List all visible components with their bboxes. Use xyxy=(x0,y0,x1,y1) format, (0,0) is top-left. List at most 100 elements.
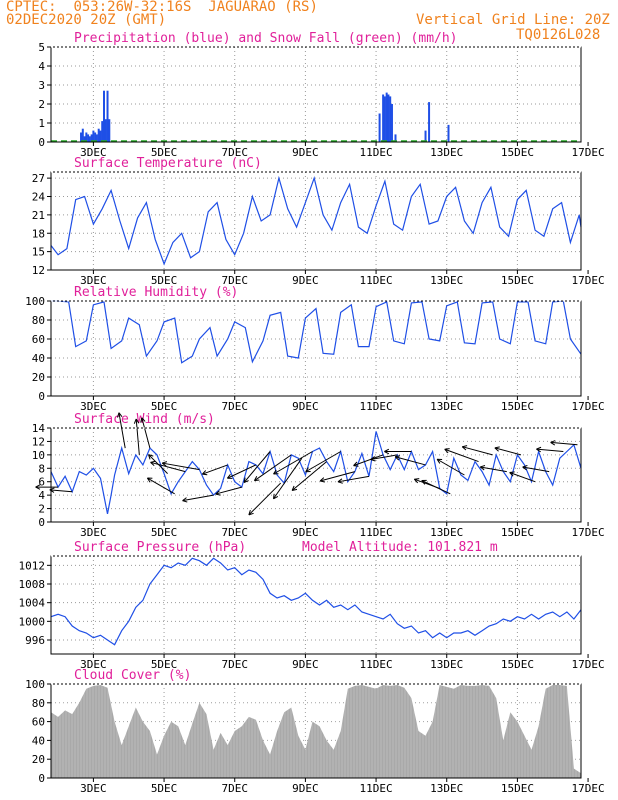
pressure-xtick-label: 3DEC xyxy=(80,658,107,671)
precip-xtick-label: 15DEC xyxy=(501,146,534,159)
precip-bar xyxy=(428,102,431,142)
wind-arrow xyxy=(162,462,200,471)
wind-xtick-label: 9DEC xyxy=(292,526,319,539)
pressure-xtick-label: 9DEC xyxy=(292,658,319,671)
precip-xtick-label: 13DEC xyxy=(430,146,463,159)
precip-ytick-label: 2 xyxy=(38,98,45,111)
temp-ytick-label: 18 xyxy=(32,227,45,240)
rh-line xyxy=(51,300,582,364)
wind-arrow xyxy=(522,466,550,473)
wind-arrow xyxy=(135,418,140,455)
precip-bar xyxy=(99,130,102,142)
cloud-area xyxy=(51,684,581,778)
rh-ytick-label: 40 xyxy=(32,352,45,365)
precip-bar xyxy=(389,96,392,142)
wind-arrow xyxy=(337,475,370,483)
wind-arrow xyxy=(49,489,73,493)
pressure-panel: Surface Pressure (hPa) Model Altitude: 10… xyxy=(19,540,605,671)
wind-xtick-label: 3DEC xyxy=(80,526,107,539)
wind-arrow-head xyxy=(161,461,168,467)
wind-ytick-label: 0 xyxy=(38,516,45,529)
cloud-xtick-label: 15DEC xyxy=(501,782,534,795)
temp-line xyxy=(50,175,582,266)
wind-ytick-label: 10 xyxy=(32,449,45,462)
rh-ytick-label: 20 xyxy=(32,371,45,384)
header-location: 053:26W-32:16S JAGUARAO (RS) xyxy=(73,0,318,15)
wind-ytick-label: 6 xyxy=(38,476,45,489)
wind-arrow xyxy=(118,412,126,449)
precip-bar xyxy=(90,134,93,142)
precip-xtick-label: 11DEC xyxy=(360,146,393,159)
precip-bar xyxy=(447,124,450,142)
wind-arrow xyxy=(462,446,493,456)
temp-xtick-label: 15DEC xyxy=(501,274,534,287)
wind-arrow-head xyxy=(226,473,233,479)
pressure-xtick-label: 7DEC xyxy=(221,658,248,671)
wind-arrow-head xyxy=(319,477,326,483)
wind-arrow-head xyxy=(305,467,311,473)
pressure-xtick-label: 13DEC xyxy=(430,658,463,671)
wind-arrow xyxy=(436,458,465,476)
wind-arrow xyxy=(536,448,564,452)
precip-xtick-label: 17DEC xyxy=(572,146,605,159)
wind-arrow-head xyxy=(140,417,146,423)
precip-bar xyxy=(83,136,86,142)
precip-xtick-label: 5DEC xyxy=(151,146,178,159)
precip-panel: Precipitation (blue) and Snow Fall (gree… xyxy=(38,31,604,159)
cloud-ytick-label: 60 xyxy=(32,716,45,729)
rh-xtick-label: 13DEC xyxy=(430,400,463,413)
wind-arrow-head xyxy=(337,478,343,484)
pressure-frame xyxy=(50,555,582,655)
precip-bar xyxy=(106,90,109,142)
wind-ytick-label: 2 xyxy=(38,503,45,516)
cloud-xtick-label: 17DEC xyxy=(572,782,605,795)
rh-xtick-label: 11DEC xyxy=(360,400,393,413)
cloud-ytick-label: 0 xyxy=(38,772,45,785)
wind-ytick-label: 14 xyxy=(32,422,46,435)
wind-arrow xyxy=(370,454,398,461)
precip-bar xyxy=(80,132,83,142)
temp-xtick-label: 9DEC xyxy=(292,274,319,287)
precip-bar xyxy=(387,94,390,142)
wind-arrow xyxy=(243,451,271,483)
precip-bar xyxy=(378,113,381,142)
wind-ytick-label: 8 xyxy=(38,462,45,475)
rh-ytick-label: 0 xyxy=(38,390,45,403)
precip-bar xyxy=(394,134,397,142)
wind-arrow-head xyxy=(273,469,279,475)
pressure-ytick-label: 1012 xyxy=(19,559,46,572)
rh-ytick-label: 80 xyxy=(32,314,45,327)
wind-xtick-label: 7DEC xyxy=(221,526,248,539)
precip-bar xyxy=(424,130,427,142)
wind-arrow xyxy=(319,471,355,482)
rh-ytick-label: 100 xyxy=(25,295,45,308)
precip-bar xyxy=(385,92,388,142)
wind-xtick-label: 17DEC xyxy=(572,526,605,539)
precip-bar xyxy=(85,132,88,142)
wind-arrow-head xyxy=(370,456,376,462)
wind-arrow-head xyxy=(133,418,140,424)
precip-ytick-label: 0 xyxy=(38,136,45,149)
wind-arrow-head xyxy=(461,445,468,451)
header-run: 02DEC2020 20Z (GMT) xyxy=(6,12,167,28)
wind-xtick-label: 13DEC xyxy=(430,526,463,539)
wind-arrow-head xyxy=(509,471,515,477)
precip-xtick-label: 3DEC xyxy=(80,146,107,159)
rh-frame xyxy=(50,300,582,397)
pressure-xtick-label: 17DEC xyxy=(572,658,605,671)
wind-arrow-head xyxy=(148,454,154,460)
wind-arrow-head xyxy=(550,440,556,446)
pressure-line xyxy=(50,557,582,646)
precip-frame xyxy=(50,46,582,143)
precip-bar xyxy=(382,94,385,142)
pressure-xtick-label: 5DEC xyxy=(151,658,178,671)
cloud-ytick-label: 100 xyxy=(25,678,45,691)
wind-ytick-label: 4 xyxy=(38,489,45,502)
precip-bar xyxy=(108,119,111,142)
temp-xtick-label: 5DEC xyxy=(151,274,178,287)
wind-arrow-head xyxy=(272,493,279,500)
precip-ytick-label: 4 xyxy=(38,60,45,73)
cloud-panel: Cloud Cover (%) 0 20 40 60 80 100 3DEC 5DEC 7DEC 9… xyxy=(25,668,605,795)
pressure-ytick-label: 1000 xyxy=(19,615,46,628)
precip-ytick-label: 3 xyxy=(38,79,45,92)
